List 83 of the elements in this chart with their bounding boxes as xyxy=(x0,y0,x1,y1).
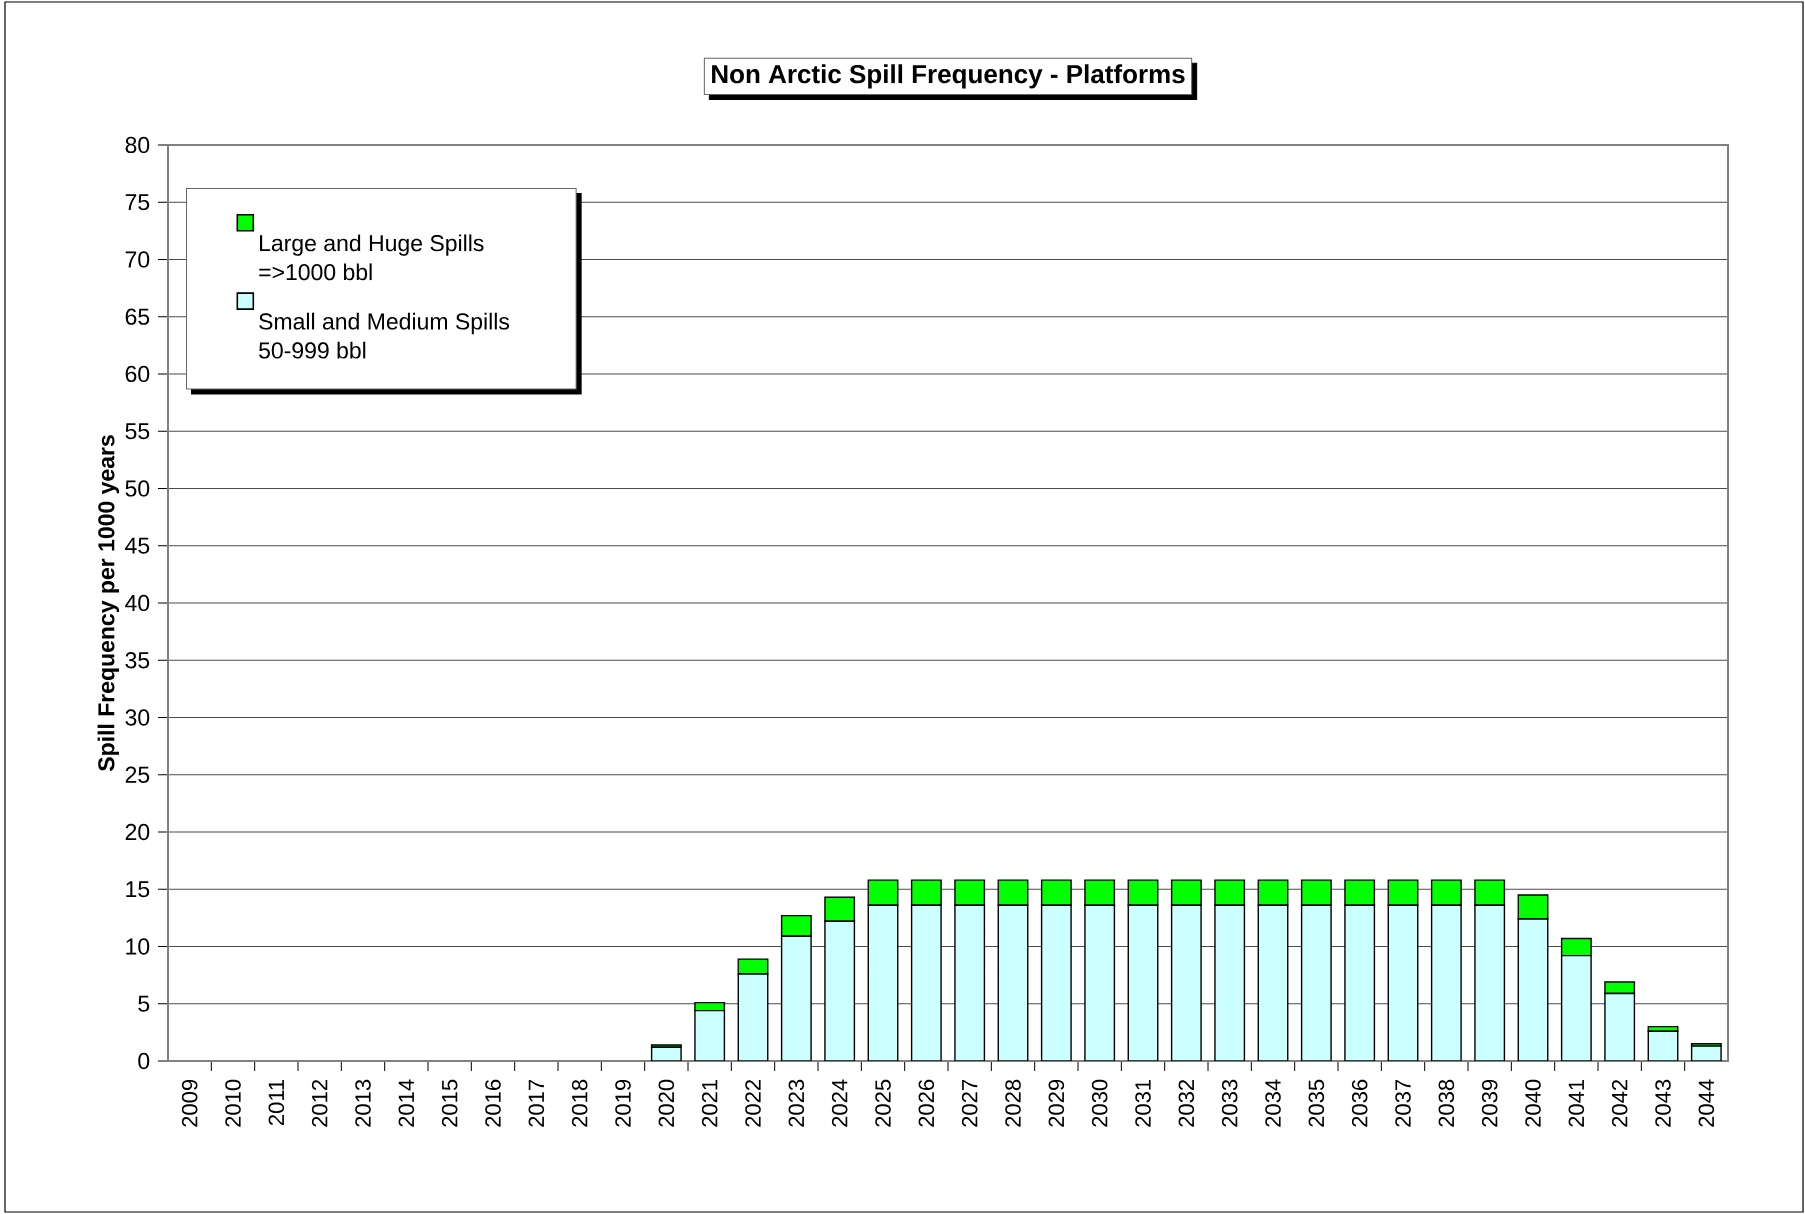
bar xyxy=(867,904,899,1061)
x-tick-label: 2020 xyxy=(658,1079,675,1127)
x-tick-label: 2025 xyxy=(875,1079,891,1127)
x-tick-label: 2023 xyxy=(788,1079,805,1127)
x-tick-label: 2028 xyxy=(1005,1079,1021,1127)
x-tick-label: 2009 xyxy=(181,1079,198,1127)
y-tick-label: 50 xyxy=(125,480,150,497)
x-tick-label: 2029 xyxy=(1048,1079,1065,1127)
x-tick-label: 2042 xyxy=(1611,1079,1628,1127)
x-tick-label: 2041 xyxy=(1568,1079,1585,1127)
y-tick-label: 40 xyxy=(125,594,150,612)
y-tick-label: 35 xyxy=(125,652,150,669)
y-tick-label: 65 xyxy=(125,308,150,325)
x-tick-label: 2036 xyxy=(1351,1079,1368,1127)
bar xyxy=(824,920,856,1061)
legend-label: Small and Medium Spills 50-999 bbl xyxy=(259,312,510,359)
x-tick-label: 2035 xyxy=(1308,1079,1325,1127)
x-tick-label: 2021 xyxy=(701,1079,718,1127)
x-tick-label: 2010 xyxy=(225,1079,241,1127)
y-tick-label: 15 xyxy=(126,881,150,898)
x-tick-label: 2038 xyxy=(1438,1079,1455,1127)
bar xyxy=(1604,981,1636,995)
bar xyxy=(1300,904,1332,1061)
x-tick-label: 2044 xyxy=(1698,1079,1715,1127)
y-tick-label: 60 xyxy=(125,365,150,383)
bar xyxy=(1170,904,1202,1061)
bar xyxy=(780,935,812,1061)
x-tick-label: 2027 xyxy=(961,1079,978,1127)
x-tick-label: 2032 xyxy=(1178,1079,1195,1127)
bar xyxy=(780,914,812,937)
x-tick-label: 2016 xyxy=(485,1079,501,1127)
y-tick-label: 55 xyxy=(125,423,150,440)
bar xyxy=(1127,904,1159,1061)
y-tick-label: 75 xyxy=(125,194,150,211)
y-tick-label: 25 xyxy=(125,766,150,783)
y-tick-label: 70 xyxy=(125,251,150,268)
x-tick-label: 2026 xyxy=(918,1079,935,1127)
x-tick-label: 2039 xyxy=(1481,1079,1498,1127)
y-tick-label: 30 xyxy=(125,709,150,726)
x-tick-label: 2022 xyxy=(745,1079,761,1127)
bar xyxy=(737,973,769,1061)
x-tick-label: 2015 xyxy=(441,1079,458,1127)
bar xyxy=(910,904,942,1061)
x-tick-label: 2017 xyxy=(528,1079,545,1127)
chart-title: Non Arctic Spill Frequency - Platforms xyxy=(712,64,1185,89)
x-tick-label: 2033 xyxy=(1221,1079,1238,1127)
bar xyxy=(1344,904,1376,1061)
x-tick-label: 2014 xyxy=(398,1079,415,1127)
bar xyxy=(737,958,769,975)
bar xyxy=(1040,904,1072,1061)
x-tick-label: 2013 xyxy=(355,1079,371,1127)
bar xyxy=(1387,904,1419,1061)
y-axis-title: Spill Frequency per 1000 years xyxy=(97,435,120,772)
y-tick-label: 45 xyxy=(125,537,150,554)
y-tick-label: 80 xyxy=(125,136,150,154)
legend-label: Large and Huge Spills =>1000 bbl xyxy=(259,234,484,281)
y-tick-label: 0 xyxy=(138,1052,150,1070)
bar xyxy=(1084,904,1116,1061)
bar xyxy=(1560,954,1592,1061)
bar xyxy=(1560,937,1592,957)
y-tick-label: 10 xyxy=(126,938,150,955)
bar xyxy=(1517,918,1549,1061)
bar xyxy=(1604,992,1636,1061)
bar xyxy=(997,904,1029,1061)
x-tick-label: 2030 xyxy=(1091,1079,1108,1127)
x-tick-label: 2018 xyxy=(571,1079,588,1127)
bar xyxy=(1430,904,1462,1061)
x-tick-label: 2040 xyxy=(1525,1079,1541,1127)
x-tick-label: 2024 xyxy=(831,1079,848,1127)
bar xyxy=(694,1009,726,1061)
x-tick-label: 2019 xyxy=(615,1079,631,1127)
x-tick-label: 2012 xyxy=(311,1079,328,1127)
x-tick-label: 2037 xyxy=(1395,1079,1411,1127)
x-tick-label: 2011 xyxy=(268,1079,285,1126)
bar xyxy=(1214,904,1246,1061)
bar xyxy=(1257,904,1289,1061)
bar xyxy=(954,904,986,1061)
x-tick-label: 2031 xyxy=(1135,1079,1151,1127)
x-tick-label: 2043 xyxy=(1655,1079,1671,1127)
x-tick-label: 2034 xyxy=(1265,1079,1281,1127)
y-tick-label: 5 xyxy=(138,995,150,1012)
bar xyxy=(1474,904,1506,1061)
y-tick-label: 20 xyxy=(125,823,150,841)
